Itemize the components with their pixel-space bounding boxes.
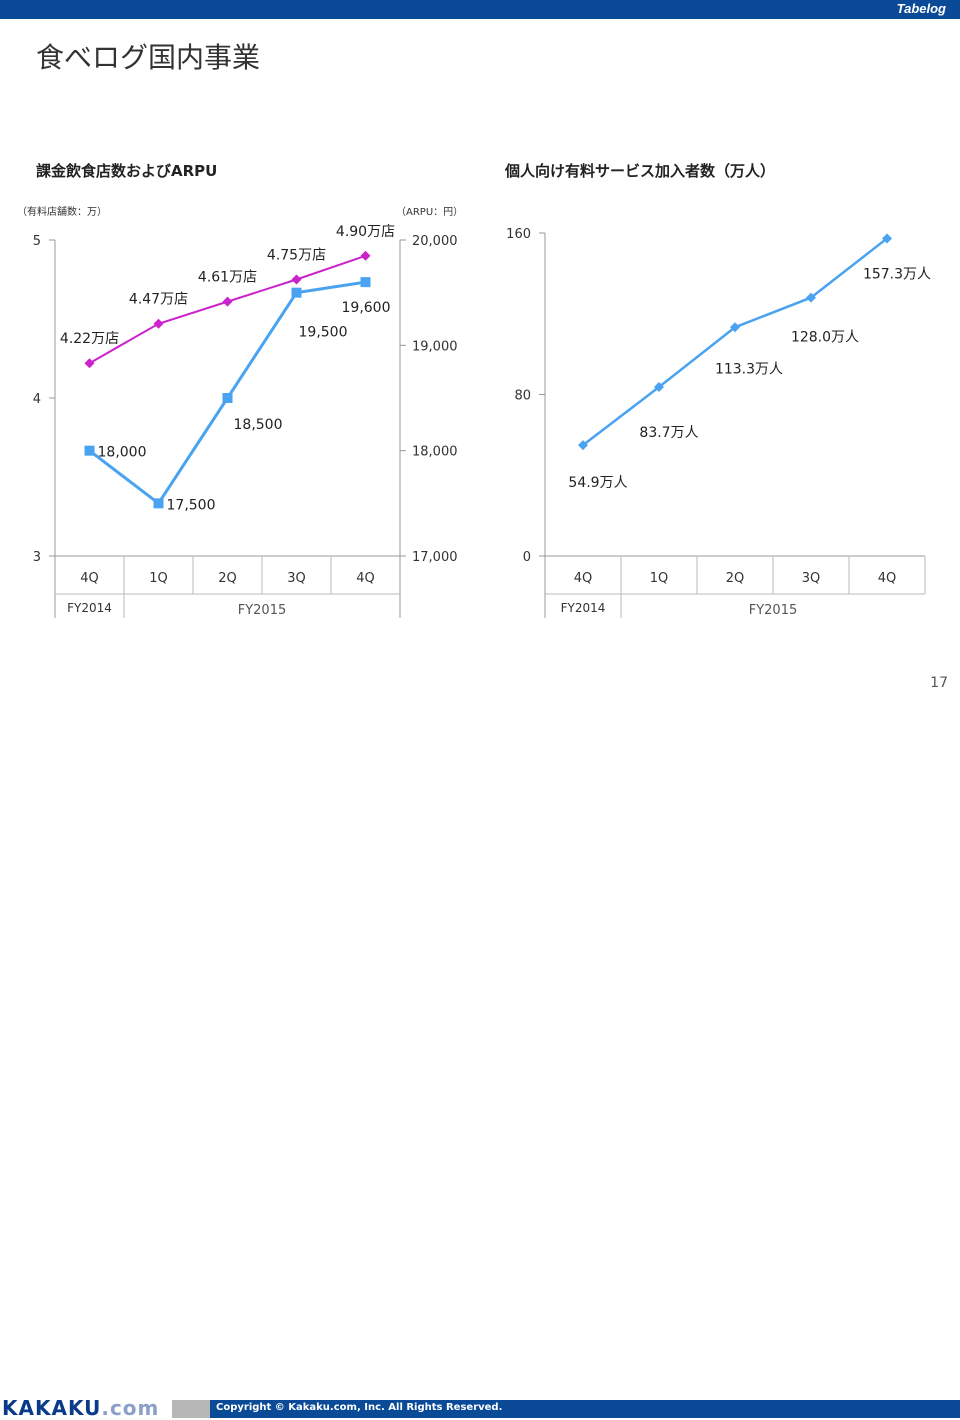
sub-category-label: 4Q	[878, 571, 897, 586]
category-label: 2Q	[218, 571, 237, 586]
arpu-data-label: 18,000	[98, 445, 147, 461]
stores-point	[222, 296, 233, 307]
sub-y-tick-label: 160	[506, 227, 531, 242]
stores-point	[153, 318, 164, 329]
subscribers-data-label: 54.9万人	[568, 475, 627, 491]
arpu-data-label: 19,500	[299, 325, 348, 341]
category-label: 1Q	[149, 571, 168, 586]
arpu-line	[88, 280, 366, 506]
fiscal-year-label: FY2014	[67, 601, 112, 615]
left-axis-unit: （有料店舗数：万）	[17, 207, 107, 218]
left-chart-title: 課金飲食店数およびARPU	[36, 162, 218, 180]
subscribers-point	[654, 382, 664, 393]
right-chart-title: 個人向け有料サービス加入者数（万人）	[505, 162, 776, 180]
left-tick-label: 4	[33, 392, 41, 407]
arpu-point	[84, 445, 95, 456]
copyright-text: Copyright © Kakaku.com, Inc. All Rights …	[216, 1402, 503, 1413]
sub-category-label: 4Q	[574, 571, 593, 586]
sub-category-label: 3Q	[802, 571, 821, 586]
sub-category-label: 1Q	[650, 571, 669, 586]
right-axis-unit: （ARPU：円）	[396, 207, 464, 218]
category-label: 3Q	[287, 571, 306, 586]
page-title: 食べログ国内事業	[36, 41, 261, 74]
subscribers-point	[882, 233, 892, 244]
subscribers-point	[730, 322, 740, 333]
stores-data-label: 4.47万店	[129, 292, 188, 308]
footer: KAKAKU.com Copyright © Kakaku.com, Inc. …	[0, 698, 960, 1420]
arpu-data-label: 18,500	[234, 417, 283, 433]
sub-fiscal-year-label: FY2015	[749, 603, 798, 618]
stores-data-label: 4.22万店	[60, 331, 119, 347]
subscribers-data-label: 83.7万人	[639, 425, 698, 441]
stores-data-label: 4.90万店	[336, 224, 395, 240]
subscribers-point	[806, 292, 816, 303]
stores-point	[84, 358, 95, 369]
stores-data-label: 4.75万店	[267, 248, 326, 264]
arpu-point	[222, 393, 233, 403]
stores-point	[360, 250, 371, 261]
kakaku-logo: KAKAKU.com	[2, 1396, 159, 1420]
brand-label: Tabelog	[896, 1, 946, 16]
sub-fiscal-year-label: FY2014	[561, 601, 606, 615]
category-label: 4Q	[356, 571, 375, 586]
left-tick-label: 3	[33, 550, 41, 565]
logo-suffix: .com	[101, 1396, 160, 1420]
fiscal-year-label: FY2015	[238, 603, 287, 618]
category-label: 4Q	[80, 571, 99, 586]
arpu-point	[153, 498, 164, 509]
subscribers-point	[578, 440, 588, 451]
subscribers-data-label: 128.0万人	[791, 330, 859, 346]
arpu-point	[360, 277, 371, 288]
left-tick-label: 5	[33, 234, 41, 249]
footer-grey-block	[172, 1400, 210, 1418]
right-tick-label: 17,000	[412, 550, 458, 565]
sub-y-tick-label: 80	[514, 389, 531, 404]
footer-bar: Copyright © Kakaku.com, Inc. All Rights …	[210, 1400, 960, 1418]
right-tick-label: 19,000	[412, 339, 458, 354]
stores-data-label: 4.61万店	[198, 270, 257, 286]
right-tick-label: 20,000	[412, 234, 458, 249]
arpu-data-label: 17,500	[167, 497, 216, 513]
stores-point	[291, 274, 302, 285]
arpu-data-label: 19,600	[342, 300, 391, 316]
arpu-point	[291, 287, 302, 298]
sub-category-label: 2Q	[726, 571, 745, 586]
top-bar: Tabelog	[0, 0, 960, 19]
subscribers-data-label: 113.3万人	[715, 361, 783, 377]
charts-canvas: 3 4 5 17,000 18,000 19,000 20,000 4Q 1Q 2Q 3Q 4Q FY2…	[33, 224, 931, 618]
right-tick-label: 18,000	[412, 445, 458, 460]
subscribers-data-label: 157.3万人	[863, 266, 931, 282]
page-number: 17	[930, 675, 948, 691]
logo-main: KAKAKU	[2, 1396, 102, 1420]
sub-y-tick-label: 0	[523, 550, 531, 565]
